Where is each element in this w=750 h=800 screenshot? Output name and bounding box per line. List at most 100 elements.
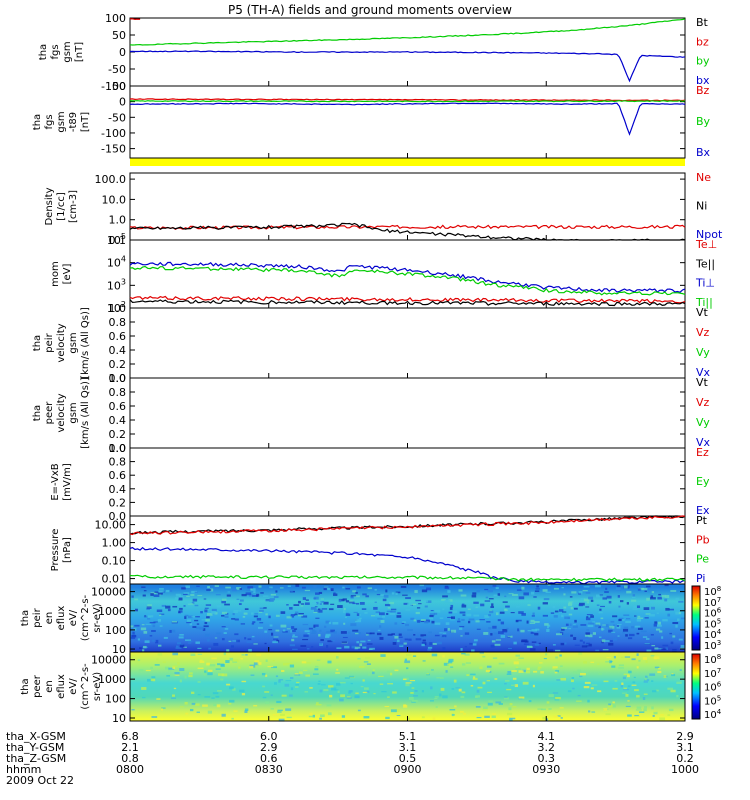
spectrogram-cell [131,709,135,711]
spectrogram-cell [507,671,512,674]
spectrogram-cell [421,589,428,593]
spectrogram-cell [672,622,679,624]
spectrogram-cell [376,632,382,636]
spectrogram-cell [625,708,631,710]
y-tick-label: 10000 [91,586,126,599]
spectrogram-cell [668,608,675,611]
spectrogram-cell [231,618,236,620]
spectrogram-cell [330,629,335,633]
spectrogram-cell [675,637,678,640]
spectrogram-cell [185,712,189,715]
spectrogram-cell [529,648,536,651]
spectrogram-cell [153,621,158,623]
spectrogram-cell [502,628,508,632]
spectrogram-cell [631,626,634,629]
spectrogram-cell [150,678,156,682]
ephemeris-value: 2.9 [260,741,278,754]
spectrogram-cell [555,633,562,636]
spectrogram-cell [421,641,426,645]
colorbar-tick-label: 108 [704,585,721,598]
legend-entry: Ti⊥ [695,277,715,290]
spectrogram-cell [561,627,568,629]
y-axis-label: en [44,680,55,693]
spectrogram-cell [580,624,587,626]
spectrogram-cell [325,633,331,637]
spectrogram-cell [294,613,298,616]
series-line-by [129,18,686,46]
spectrogram-cell [265,701,270,704]
spectrogram-cell [448,658,454,662]
spectrogram-cell [306,648,310,650]
spectrogram-cell [627,674,630,678]
ephemeris-value: 0.8 [121,752,139,765]
spectrogram-cell [141,687,147,690]
spectrogram-cell [390,608,397,611]
spectrogram-cell [320,684,326,686]
spectrogram-cell [270,708,274,710]
legend-entry: Ey [696,475,710,488]
legend-entry: bx [696,74,710,87]
spectrogram-cell [216,604,222,608]
spectrogram-cell [377,618,383,620]
spectrogram-cell [238,666,241,669]
spectrogram-cell [390,709,397,713]
spectrogram-cell [505,605,510,608]
spectrogram-cell [654,621,658,624]
spectrogram-cell [323,688,329,692]
spectrogram-cell [444,586,450,590]
spectrogram-cell [612,701,615,704]
spectrogram-cell [491,640,496,643]
spectrogram-cell [665,607,670,611]
spectrogram-cell [273,638,278,640]
ephemeris-value: 0900 [394,763,422,776]
spectrogram-cell [371,671,375,675]
spectrogram-cell [592,621,596,623]
spectrogram-cell [494,643,501,646]
spectrogram-cell [447,627,450,631]
spectrogram-cell [344,645,350,649]
spectrogram-cell [221,611,228,615]
spectrogram-cell [143,616,148,618]
spectrogram-cell [552,666,558,669]
spectrogram-cell [195,703,200,707]
spectrogram-cell [611,704,616,708]
spectrogram-cell [467,608,471,610]
spectrogram-cell [507,636,511,638]
spectrogram-cell [394,709,400,712]
spectrogram-cell [631,599,637,602]
spectrogram-cell [426,673,430,676]
spectrogram-cell [487,589,493,593]
spectrogram-cell [555,697,561,700]
spectrogram-cell [239,599,244,602]
spectrogram-cell [585,606,590,608]
spectrogram-cell [278,680,281,683]
spectrogram-cell [572,625,578,628]
spectrogram-cell [640,630,647,633]
spectrogram-cell [133,627,137,631]
spectrogram-cell [298,612,304,615]
spectrogram-cell [389,612,396,615]
spectrogram-cell [476,590,480,593]
spectrogram-cell [147,616,151,618]
spectrogram-cell [289,644,295,647]
spectrogram-cell [359,601,365,605]
y-axis-label: velocity [56,393,67,432]
spectrogram-cell [518,696,525,699]
spectrogram-cell [461,618,465,621]
spectrogram-cell [161,604,166,607]
spectrogram-cell [287,585,291,588]
spectrogram-cell [256,617,262,621]
spectrogram-cell [483,631,489,635]
y-tick-label: 0.8 [109,316,127,329]
colorbar-tick-label: 104 [704,628,722,641]
spectrogram-cell [596,604,600,606]
spectrogram-cell [667,714,671,717]
spectrogram-cell [617,635,620,637]
spectrogram-cell [598,636,602,639]
spectrogram-cell [427,646,433,649]
spectrogram-cell [364,612,368,614]
spectrogram-cell [670,689,676,693]
series-line-Ti|| [129,265,686,296]
